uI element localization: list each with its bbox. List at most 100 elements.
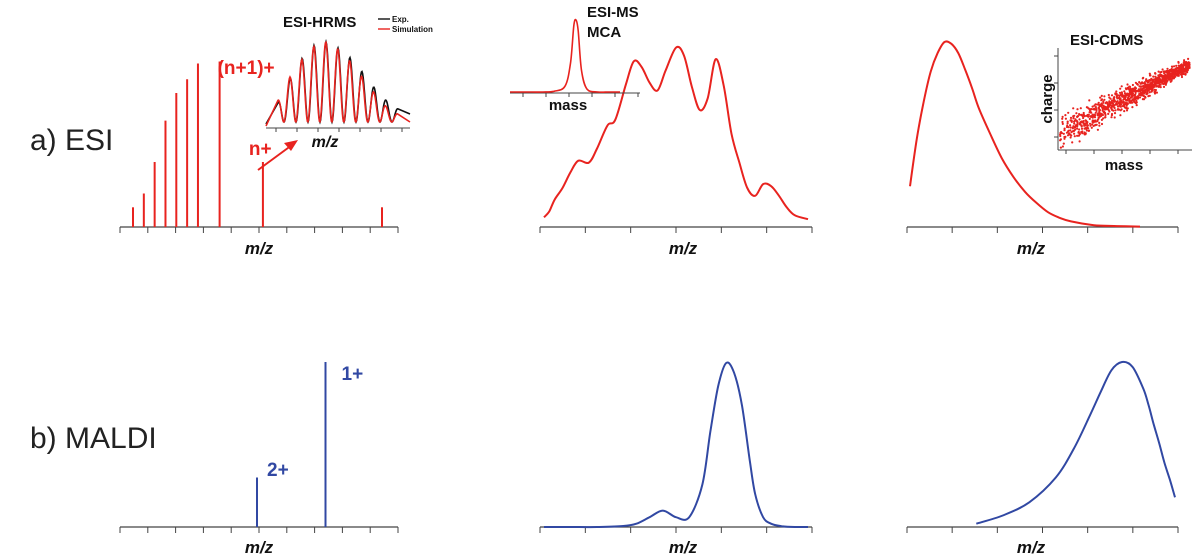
cdms-point xyxy=(1166,67,1169,70)
hrms-sim-trace xyxy=(265,40,411,127)
cdms-point xyxy=(1076,115,1079,118)
maldi-mca-x-label: m/z xyxy=(669,538,698,556)
mca-inset-trace xyxy=(510,18,620,94)
cdms-point xyxy=(1061,120,1064,124)
cdms-point xyxy=(1134,91,1137,95)
cdms-point xyxy=(1080,127,1084,130)
cdms-point xyxy=(1101,106,1104,109)
cdms-point xyxy=(1071,141,1074,144)
cdms-point xyxy=(1131,83,1134,87)
row-label-maldi: b) MALDI xyxy=(30,422,157,455)
cdms-point xyxy=(1150,81,1153,84)
cdms-point xyxy=(1128,99,1131,102)
hrms-legend-entry: Simulation xyxy=(392,25,433,34)
cdms-point xyxy=(1171,70,1174,73)
cdms-point xyxy=(1118,91,1122,94)
esi-cdms-x-label: m/z xyxy=(1017,239,1046,258)
cdms-point xyxy=(1161,82,1164,85)
cdms-point xyxy=(1085,129,1088,132)
cdms-point xyxy=(1085,106,1088,109)
cdms-point xyxy=(1124,98,1128,102)
cdms-point xyxy=(1153,83,1156,86)
cdms-point xyxy=(1069,116,1073,119)
cdms-point xyxy=(1153,85,1156,88)
cdms-point xyxy=(1126,94,1130,97)
cdms-point xyxy=(1158,77,1161,81)
cdms-point xyxy=(1069,124,1072,127)
cdms-point xyxy=(1085,122,1088,125)
cdms-point xyxy=(1063,135,1066,139)
cdms-point xyxy=(1112,97,1115,100)
cdms-point xyxy=(1169,80,1172,83)
cdms-point xyxy=(1113,116,1116,119)
cdms-point xyxy=(1074,125,1077,128)
cdms-point xyxy=(1138,92,1141,95)
cdms-point xyxy=(1115,90,1118,93)
cdms-point xyxy=(1122,101,1125,104)
cdms-point xyxy=(1088,111,1091,114)
cdms-point xyxy=(1102,107,1105,110)
cdms-point xyxy=(1073,135,1076,138)
label-n-plus-1: (n+1)+ xyxy=(218,58,275,79)
cdms-point xyxy=(1085,127,1088,130)
cdms-point xyxy=(1091,123,1094,126)
cdms-point xyxy=(1117,96,1120,100)
cdms-point xyxy=(1184,73,1187,76)
cdms-point xyxy=(1110,104,1113,107)
cdms-point xyxy=(1089,124,1092,127)
cdms-point xyxy=(1154,72,1157,75)
cdms-point xyxy=(1165,80,1168,83)
cdms-point xyxy=(1163,72,1166,75)
cdms-point xyxy=(1104,116,1107,119)
cdms-point xyxy=(1121,105,1125,108)
cdms-point xyxy=(1187,66,1190,69)
cdms-point xyxy=(1123,92,1127,95)
cdms-point xyxy=(1082,120,1085,123)
cdms-point xyxy=(1187,57,1190,61)
cdms-point xyxy=(1119,93,1122,96)
cdms-point xyxy=(1100,118,1103,121)
cdms-point xyxy=(1102,101,1105,104)
cdms-point xyxy=(1157,78,1160,81)
mca-inset-title: ESI-MS xyxy=(587,4,639,21)
cdms-point xyxy=(1149,87,1152,90)
cdms-point xyxy=(1119,105,1122,108)
cdms-point xyxy=(1136,83,1139,86)
cdms-point xyxy=(1061,145,1064,148)
cdms-point xyxy=(1173,75,1176,78)
hrms-legend-entry: Exp. xyxy=(392,15,409,24)
cdms-point xyxy=(1073,122,1076,125)
cdms-point xyxy=(1103,98,1106,101)
cdms-point xyxy=(1157,70,1160,73)
cdms-point xyxy=(1091,116,1094,119)
cdms-point xyxy=(1093,104,1096,107)
cdms-point xyxy=(1171,75,1174,78)
cdms-point xyxy=(1081,130,1084,133)
cdms-point xyxy=(1108,105,1111,108)
cdms-point xyxy=(1067,126,1070,129)
maldi-cdms-x-label: m/z xyxy=(1017,538,1046,556)
cdms-point xyxy=(1138,81,1141,84)
cdms-point xyxy=(1158,73,1162,76)
cdms-point xyxy=(1153,92,1157,95)
cdms-point xyxy=(1106,103,1109,106)
cdms-point xyxy=(1088,109,1092,112)
cdms-point xyxy=(1098,124,1101,127)
cdms-point xyxy=(1102,117,1105,120)
cdms-point xyxy=(1153,88,1156,91)
cdms-point xyxy=(1154,75,1157,78)
cdms-point xyxy=(1141,87,1144,90)
cdms-point xyxy=(1112,104,1115,108)
cdms-point xyxy=(1183,59,1186,62)
cdms-point xyxy=(1112,109,1115,112)
cdms-point xyxy=(1059,134,1062,138)
cdms-point xyxy=(1078,113,1081,116)
cdms-point xyxy=(1098,121,1101,124)
mca-inset-title-line2: MCA xyxy=(587,24,621,41)
cdms-point xyxy=(1066,120,1069,123)
cdms-point xyxy=(1115,92,1118,95)
cdms-point xyxy=(1179,63,1183,67)
label-2plus: 2+ xyxy=(267,460,289,481)
cdms-point xyxy=(1126,102,1129,105)
esi-hrms-x-label: m/z xyxy=(245,239,274,258)
